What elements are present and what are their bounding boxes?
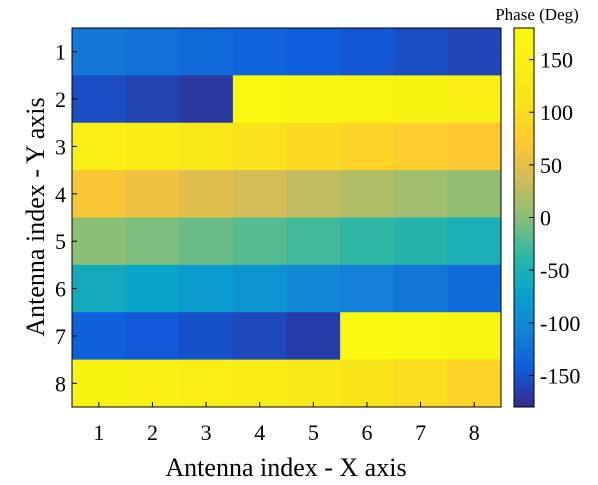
heatmap-cell-r7-c2 bbox=[125, 312, 180, 361]
heatmap-cell-r6-c7 bbox=[393, 264, 448, 313]
colorbar-tick-label: 150 bbox=[540, 48, 573, 73]
heatmap-cell-r1-c3 bbox=[179, 28, 234, 76]
heatmap-cell-r3-c6 bbox=[340, 122, 395, 171]
y-tick-label: 4 bbox=[55, 182, 66, 207]
heatmap-cell-r5-c7 bbox=[393, 217, 448, 266]
heatmap-cell-r1-c5 bbox=[286, 28, 341, 76]
heatmap-cell-r6-c1 bbox=[72, 264, 127, 313]
heatmap-cell-r5-c6 bbox=[340, 217, 395, 266]
heatmap-cell-r4-c7 bbox=[393, 170, 448, 218]
heatmap-cell-r4-c8 bbox=[447, 170, 502, 218]
heatmap-cell-r7-c3 bbox=[179, 312, 234, 361]
heatmap-cell-r2-c2 bbox=[125, 75, 180, 124]
colorbar-tick-label: -100 bbox=[540, 311, 580, 336]
heatmap-cell-r3-c7 bbox=[393, 122, 448, 171]
heatmap-cell-r3-c4 bbox=[232, 122, 287, 171]
x-tick-label: 7 bbox=[415, 420, 426, 445]
heatmap-cell-r7-c7 bbox=[393, 312, 448, 361]
heatmap-cell-r1-c8 bbox=[447, 28, 502, 76]
heatmap-cell-r2-c4 bbox=[232, 75, 287, 124]
heatmap-cell-r7-c1 bbox=[72, 312, 127, 361]
y-tick-label: 3 bbox=[55, 134, 66, 159]
colorbar-tick-label: -50 bbox=[540, 258, 569, 283]
y-axis-ticks: 1 2 3 4 5 6 7 8 bbox=[55, 40, 77, 396]
heatmap-cell-r2-c7 bbox=[393, 75, 448, 124]
heatmap-cell-r2-c5 bbox=[286, 75, 341, 124]
heatmap-cell-r4-c2 bbox=[125, 170, 180, 218]
heatmap-cell-r7-c6 bbox=[340, 312, 395, 361]
heatmap-cell-r8-c2 bbox=[125, 359, 180, 408]
heatmap-cell-r5-c4 bbox=[232, 217, 287, 266]
heatmap-cell-r4-c4 bbox=[232, 170, 287, 218]
heatmap-cell-r1-c2 bbox=[125, 28, 180, 76]
heatmap-cell-r6-c2 bbox=[125, 264, 180, 313]
heatmap-cell-r8-c8 bbox=[447, 359, 502, 408]
heatmap-cell-r3-c2 bbox=[125, 122, 180, 171]
x-tick-label: 1 bbox=[93, 420, 104, 445]
heatmap-cell-r6-c6 bbox=[340, 264, 395, 313]
x-tick-label: 2 bbox=[147, 420, 158, 445]
heatmap-cell-r7-c5 bbox=[286, 312, 341, 361]
colorbar-tick-label: -150 bbox=[540, 363, 580, 388]
heatmap-cell-r1-c4 bbox=[232, 28, 287, 76]
heatmap-cell-r1-c1 bbox=[72, 28, 127, 76]
heatmap-cell-r1-c7 bbox=[393, 28, 448, 76]
colorbar-ticks: 150 100 50 0 -50 -100 -150 bbox=[529, 48, 580, 388]
heatmap-cell-r8-c5 bbox=[286, 359, 341, 408]
heatmap-cell-r6-c5 bbox=[286, 264, 341, 313]
heatmap-cell-r3-c5 bbox=[286, 122, 341, 171]
heatmap-cell-r6-c8 bbox=[447, 264, 502, 313]
x-tick-label: 6 bbox=[361, 420, 372, 445]
heatmap-cell-r4-c3 bbox=[179, 170, 234, 218]
heatmap-cell-r2-c1 bbox=[72, 75, 127, 124]
heatmap-cell-r4-c1 bbox=[72, 170, 127, 218]
heatmap-cell-r3-c8 bbox=[447, 122, 502, 171]
heatmap-cell-r2-c6 bbox=[340, 75, 395, 124]
colorbar-tick-label: 0 bbox=[540, 206, 551, 231]
heatmap-cells bbox=[72, 28, 502, 408]
heatmap-cell-r5-c5 bbox=[286, 217, 341, 266]
y-tick-label: 2 bbox=[55, 87, 66, 112]
y-tick-label: 8 bbox=[55, 371, 66, 396]
y-tick-label: 1 bbox=[55, 40, 66, 65]
x-tick-label: 4 bbox=[254, 420, 265, 445]
heatmap-cell-r5-c3 bbox=[179, 217, 234, 266]
heatmap-cell-r1-c6 bbox=[340, 28, 395, 76]
heatmap-cell-r6-c4 bbox=[232, 264, 287, 313]
heatmap-cell-r6-c3 bbox=[179, 264, 234, 313]
colorbar-title: Phase (Deg) bbox=[495, 5, 579, 24]
heatmap-cell-r8-c1 bbox=[72, 359, 127, 408]
y-tick-label: 6 bbox=[55, 277, 66, 302]
heatmap-cell-r7-c4 bbox=[232, 312, 287, 361]
x-tick-label: 5 bbox=[308, 420, 319, 445]
y-axis-label: Antenna index - Y axis bbox=[21, 97, 50, 336]
x-axis-label: Antenna index - X axis bbox=[165, 453, 406, 482]
x-tick-label: 3 bbox=[201, 420, 212, 445]
heatmap-cell-r5-c2 bbox=[125, 217, 180, 266]
heatmap-cell-r8-c7 bbox=[393, 359, 448, 408]
heatmap-cell-r5-c8 bbox=[447, 217, 502, 266]
heatmap-cell-r3-c3 bbox=[179, 122, 234, 171]
heatmap-cell-r5-c1 bbox=[72, 217, 127, 266]
colorbar-tick-label: 100 bbox=[540, 100, 573, 125]
colorbar-tick-label: 50 bbox=[540, 153, 562, 178]
heatmap-cell-r2-c8 bbox=[447, 75, 502, 124]
heatmap-cell-r7-c8 bbox=[447, 312, 502, 361]
heatmap-cell-r8-c4 bbox=[232, 359, 287, 408]
y-tick-label: 7 bbox=[55, 324, 66, 349]
plot-frame bbox=[71, 27, 502, 408]
heatmap-cell-r2-c3 bbox=[179, 75, 234, 124]
heatmap-cell-r4-c6 bbox=[340, 170, 395, 218]
heatmap-cell-r4-c5 bbox=[286, 170, 341, 218]
heatmap-cell-r3-c1 bbox=[72, 122, 127, 171]
x-axis-ticks: 1 2 3 4 5 6 7 8 bbox=[93, 402, 480, 445]
heatmap-cell-r8-c6 bbox=[340, 359, 395, 408]
x-tick-label: 8 bbox=[469, 420, 480, 445]
y-tick-label: 5 bbox=[55, 229, 66, 254]
heatmap-cell-r8-c3 bbox=[179, 359, 234, 408]
